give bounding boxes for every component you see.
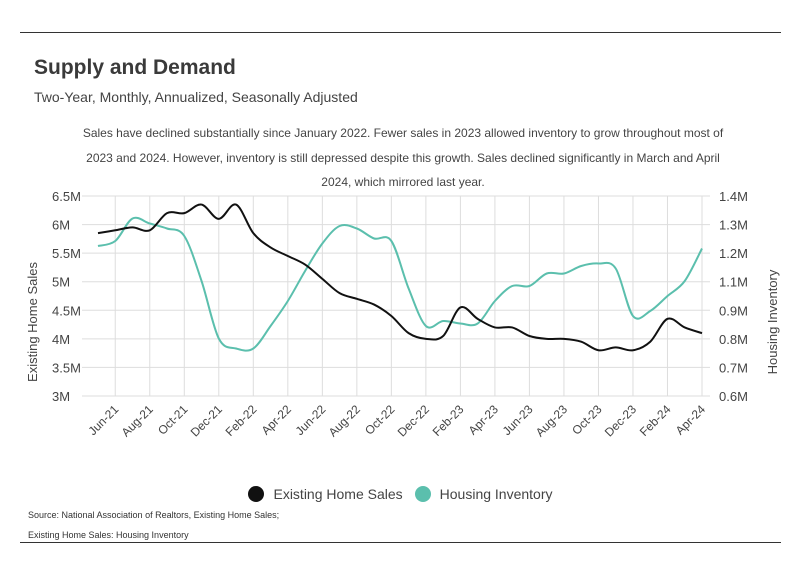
x-tick-label: Feb-22 — [223, 402, 260, 439]
y-left-axis-title: Existing Home Sales — [25, 262, 40, 382]
chart-description: Sales have declined substantially since … — [82, 126, 724, 189]
y-right-tick-label: 1.2M — [719, 246, 748, 261]
x-tick-label: Dec-23 — [602, 402, 639, 439]
y-left-tick-label: 5M — [52, 275, 70, 290]
y-left-tick-label: 3.5M — [52, 360, 81, 375]
x-tick-label: Apr-24 — [673, 402, 709, 438]
x-tick-label: Oct-22 — [362, 402, 398, 438]
y-left-tick-label: 4M — [52, 332, 70, 347]
source-line-2: Existing Home Sales: Housing Inventory — [28, 530, 189, 540]
x-tick-label: Aug-23 — [533, 402, 570, 439]
y-right-tick-label: 1.1M — [719, 275, 748, 290]
chart-subtitle: Two-Year, Monthly, Annualized, Seasonall… — [34, 89, 358, 105]
top-rule — [20, 32, 781, 33]
y-right-tick-label: 1.4M — [719, 189, 748, 204]
series-line-existing-home-sales — [97, 203, 703, 352]
x-tick-label: Feb-23 — [430, 402, 467, 439]
legend-label-sales: Existing Home Sales — [273, 486, 403, 502]
y-right-tick-label: 0.6M — [719, 389, 748, 404]
x-tick-label: Oct-21 — [155, 402, 191, 438]
legend-item-inventory: Housing Inventory — [414, 486, 553, 502]
x-tick-label: Aug-22 — [326, 402, 363, 439]
y-right-tick-label: 0.8M — [719, 332, 748, 347]
chart-legend: Existing Home Sales Housing Inventory — [0, 486, 801, 502]
y-right-tick-label: 1.3M — [719, 218, 748, 233]
legend-item-sales: Existing Home Sales — [248, 486, 403, 502]
y-right-axis-title: Housing Inventory — [765, 269, 780, 374]
x-tick-label: Jun-22 — [293, 402, 329, 438]
y-right-tick-label: 0.7M — [719, 360, 748, 375]
x-tick-label: Aug-21 — [119, 402, 156, 439]
chart-area: 3M 3.5M 4M 4.5M 5M 5.5M 6M 6.5M 0.6M 0.7M 0.8M 0.9M… — [25, 189, 780, 439]
y-left-tick-label: 6.5M — [52, 189, 81, 204]
x-tick-label: Jun-21 — [86, 402, 122, 438]
y-left-tick-label: 5.5M — [52, 246, 81, 261]
x-tick-label: Dec-21 — [188, 402, 225, 439]
y-left-tick-label: 6M — [52, 218, 70, 233]
x-tick-label: Feb-24 — [637, 402, 674, 439]
y-right-tick-label: 0.9M — [719, 303, 748, 318]
legend-marker-inventory — [414, 486, 431, 502]
x-tick-label: Apr-22 — [259, 402, 295, 438]
bottom-rule — [20, 542, 781, 543]
x-tick-label: Oct-23 — [569, 402, 605, 438]
x-tick-label: Jun-23 — [500, 402, 536, 438]
x-tick-label: Dec-22 — [395, 402, 432, 439]
legend-label-inventory: Housing Inventory — [439, 486, 553, 502]
chart-title: Supply and Demand — [34, 56, 236, 79]
y-left-tick-label: 4.5M — [52, 303, 81, 318]
legend-marker-sales — [248, 486, 265, 502]
series-line-housing-inventory — [97, 216, 703, 352]
x-tick-label: Apr-23 — [466, 402, 502, 438]
y-left-tick-label: 3M — [52, 389, 70, 404]
source-line-1: Source: National Association of Realtors… — [28, 510, 280, 520]
